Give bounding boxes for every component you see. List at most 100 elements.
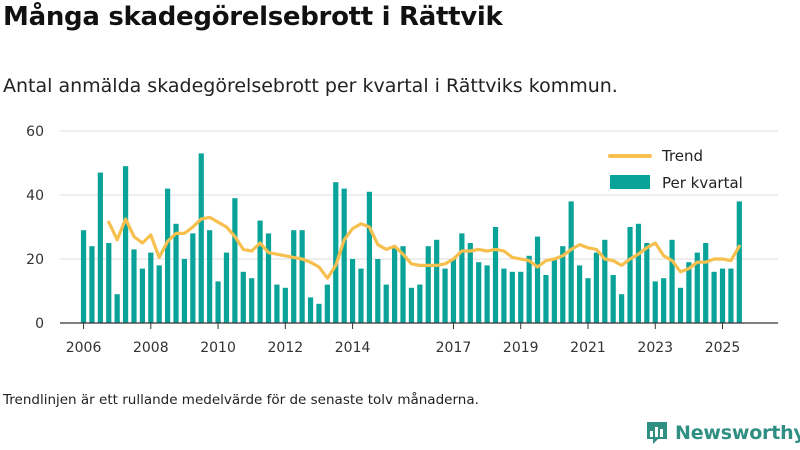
bar-37 <box>392 246 398 323</box>
bar-29 <box>324 284 330 323</box>
newsworthy-logo-icon <box>647 422 667 444</box>
bar-36 <box>383 284 389 323</box>
bar-13 <box>190 233 196 323</box>
bar-34 <box>366 191 373 323</box>
bar-15 <box>207 230 213 323</box>
bar-33 <box>358 268 364 323</box>
x-tick-label-2014: 2014 <box>335 340 371 356</box>
x-tick-label-2017: 2017 <box>436 340 472 356</box>
bar-40 <box>417 284 423 323</box>
bar-31 <box>341 188 347 323</box>
bar-9 <box>156 265 162 323</box>
bar-39 <box>408 287 415 323</box>
bar-28 <box>316 303 322 323</box>
bar-18 <box>232 198 238 323</box>
bar-32 <box>349 259 356 323</box>
chart-legend: Trend Per kvartal <box>608 147 743 192</box>
bar-23 <box>274 284 280 323</box>
bar-41 <box>425 246 431 323</box>
bar-59 <box>576 265 583 323</box>
bar-7 <box>139 268 145 323</box>
bar-series <box>80 153 742 323</box>
bar-48 <box>484 265 490 323</box>
bar-71 <box>677 287 684 323</box>
bar-11 <box>173 223 179 323</box>
legend-trend-label: Trend <box>661 147 703 165</box>
bar-12 <box>181 259 188 323</box>
bar-35 <box>375 259 381 323</box>
bar-1 <box>89 246 95 323</box>
bar-47 <box>476 262 482 323</box>
bar-57 <box>560 246 566 323</box>
legend-bar-label: Per kvartal <box>662 174 743 192</box>
bar-73 <box>694 252 700 323</box>
bar-69 <box>661 278 667 323</box>
bar-46 <box>467 243 473 323</box>
bar-27 <box>307 297 314 323</box>
bar-45 <box>459 233 465 323</box>
x-tick-label-2008: 2008 <box>133 340 169 356</box>
bar-70 <box>669 239 675 323</box>
bar-66 <box>635 223 642 323</box>
bar-3 <box>106 243 112 323</box>
bar-74 <box>703 243 709 323</box>
bar-55 <box>543 275 549 323</box>
bar-58 <box>568 201 574 323</box>
bar-53 <box>526 255 532 323</box>
x-tick-label-2023: 2023 <box>637 340 673 356</box>
bar-14 <box>198 153 204 323</box>
bar-44 <box>450 259 457 323</box>
bar-19 <box>240 271 246 323</box>
bar-75 <box>711 271 717 323</box>
bar-52 <box>518 271 524 323</box>
x-tick-label-2012: 2012 <box>268 340 304 356</box>
y-tick-label-20: 20 <box>26 252 44 268</box>
bar-76 <box>719 268 726 323</box>
bar-25 <box>291 230 297 323</box>
bar-43 <box>442 268 448 323</box>
x-tick-label-2021: 2021 <box>570 340 606 356</box>
y-tick-label-40: 40 <box>26 188 44 204</box>
bar-68 <box>652 281 658 323</box>
chart-title: Många skadegörelsebrott i Rättvik <box>3 2 503 32</box>
bar-20 <box>249 278 255 323</box>
bar-64 <box>619 294 625 323</box>
footnote: Trendlinjen är ett rullande medelvärde f… <box>3 392 479 408</box>
bar-0 <box>80 230 87 323</box>
trend-line <box>107 215 741 280</box>
bar-38 <box>400 246 406 323</box>
bar-56 <box>551 259 557 323</box>
bar-78 <box>736 201 742 323</box>
bar-65 <box>627 227 633 323</box>
bar-49 <box>492 227 499 323</box>
x-tick-label-2006: 2006 <box>66 340 102 356</box>
chart-plot: 0 20 40 60 2006 2008 2010 2012 2014 2017 2019 2021… <box>26 124 778 356</box>
brand-name: Newsworthy <box>675 422 800 444</box>
bar-72 <box>686 262 692 323</box>
grid-lines <box>60 130 778 260</box>
y-axis-tick-labels: 0 20 40 60 <box>26 124 44 332</box>
bar-16 <box>215 281 221 323</box>
bar-50 <box>501 268 507 323</box>
bar-6 <box>131 249 137 323</box>
chart-subtitle: Antal anmälda skadegörelsebrott per kvar… <box>3 75 618 97</box>
bar-22 <box>265 233 272 323</box>
bar-42 <box>434 239 440 323</box>
bar-63 <box>610 275 616 323</box>
bar-30 <box>333 182 339 323</box>
legend-bar-swatch <box>610 175 650 189</box>
bar-2 <box>97 172 103 323</box>
y-tick-label-60: 60 <box>26 124 44 140</box>
bar-4 <box>114 294 120 323</box>
bar-51 <box>509 271 515 323</box>
bar-62 <box>602 239 608 323</box>
bar-21 <box>257 220 263 323</box>
x-axis-tick-labels: 2006 2008 2010 2012 2014 2017 2019 2021 2023 2025 <box>66 340 741 356</box>
y-tick-label-0: 0 <box>35 316 44 332</box>
bar-24 <box>282 287 288 323</box>
x-tick-label-2025: 2025 <box>705 340 741 356</box>
trend-series <box>107 215 741 280</box>
bar-60 <box>585 278 591 323</box>
bar-77 <box>728 268 734 323</box>
brand-logo[interactable]: Newsworthy <box>645 420 800 446</box>
